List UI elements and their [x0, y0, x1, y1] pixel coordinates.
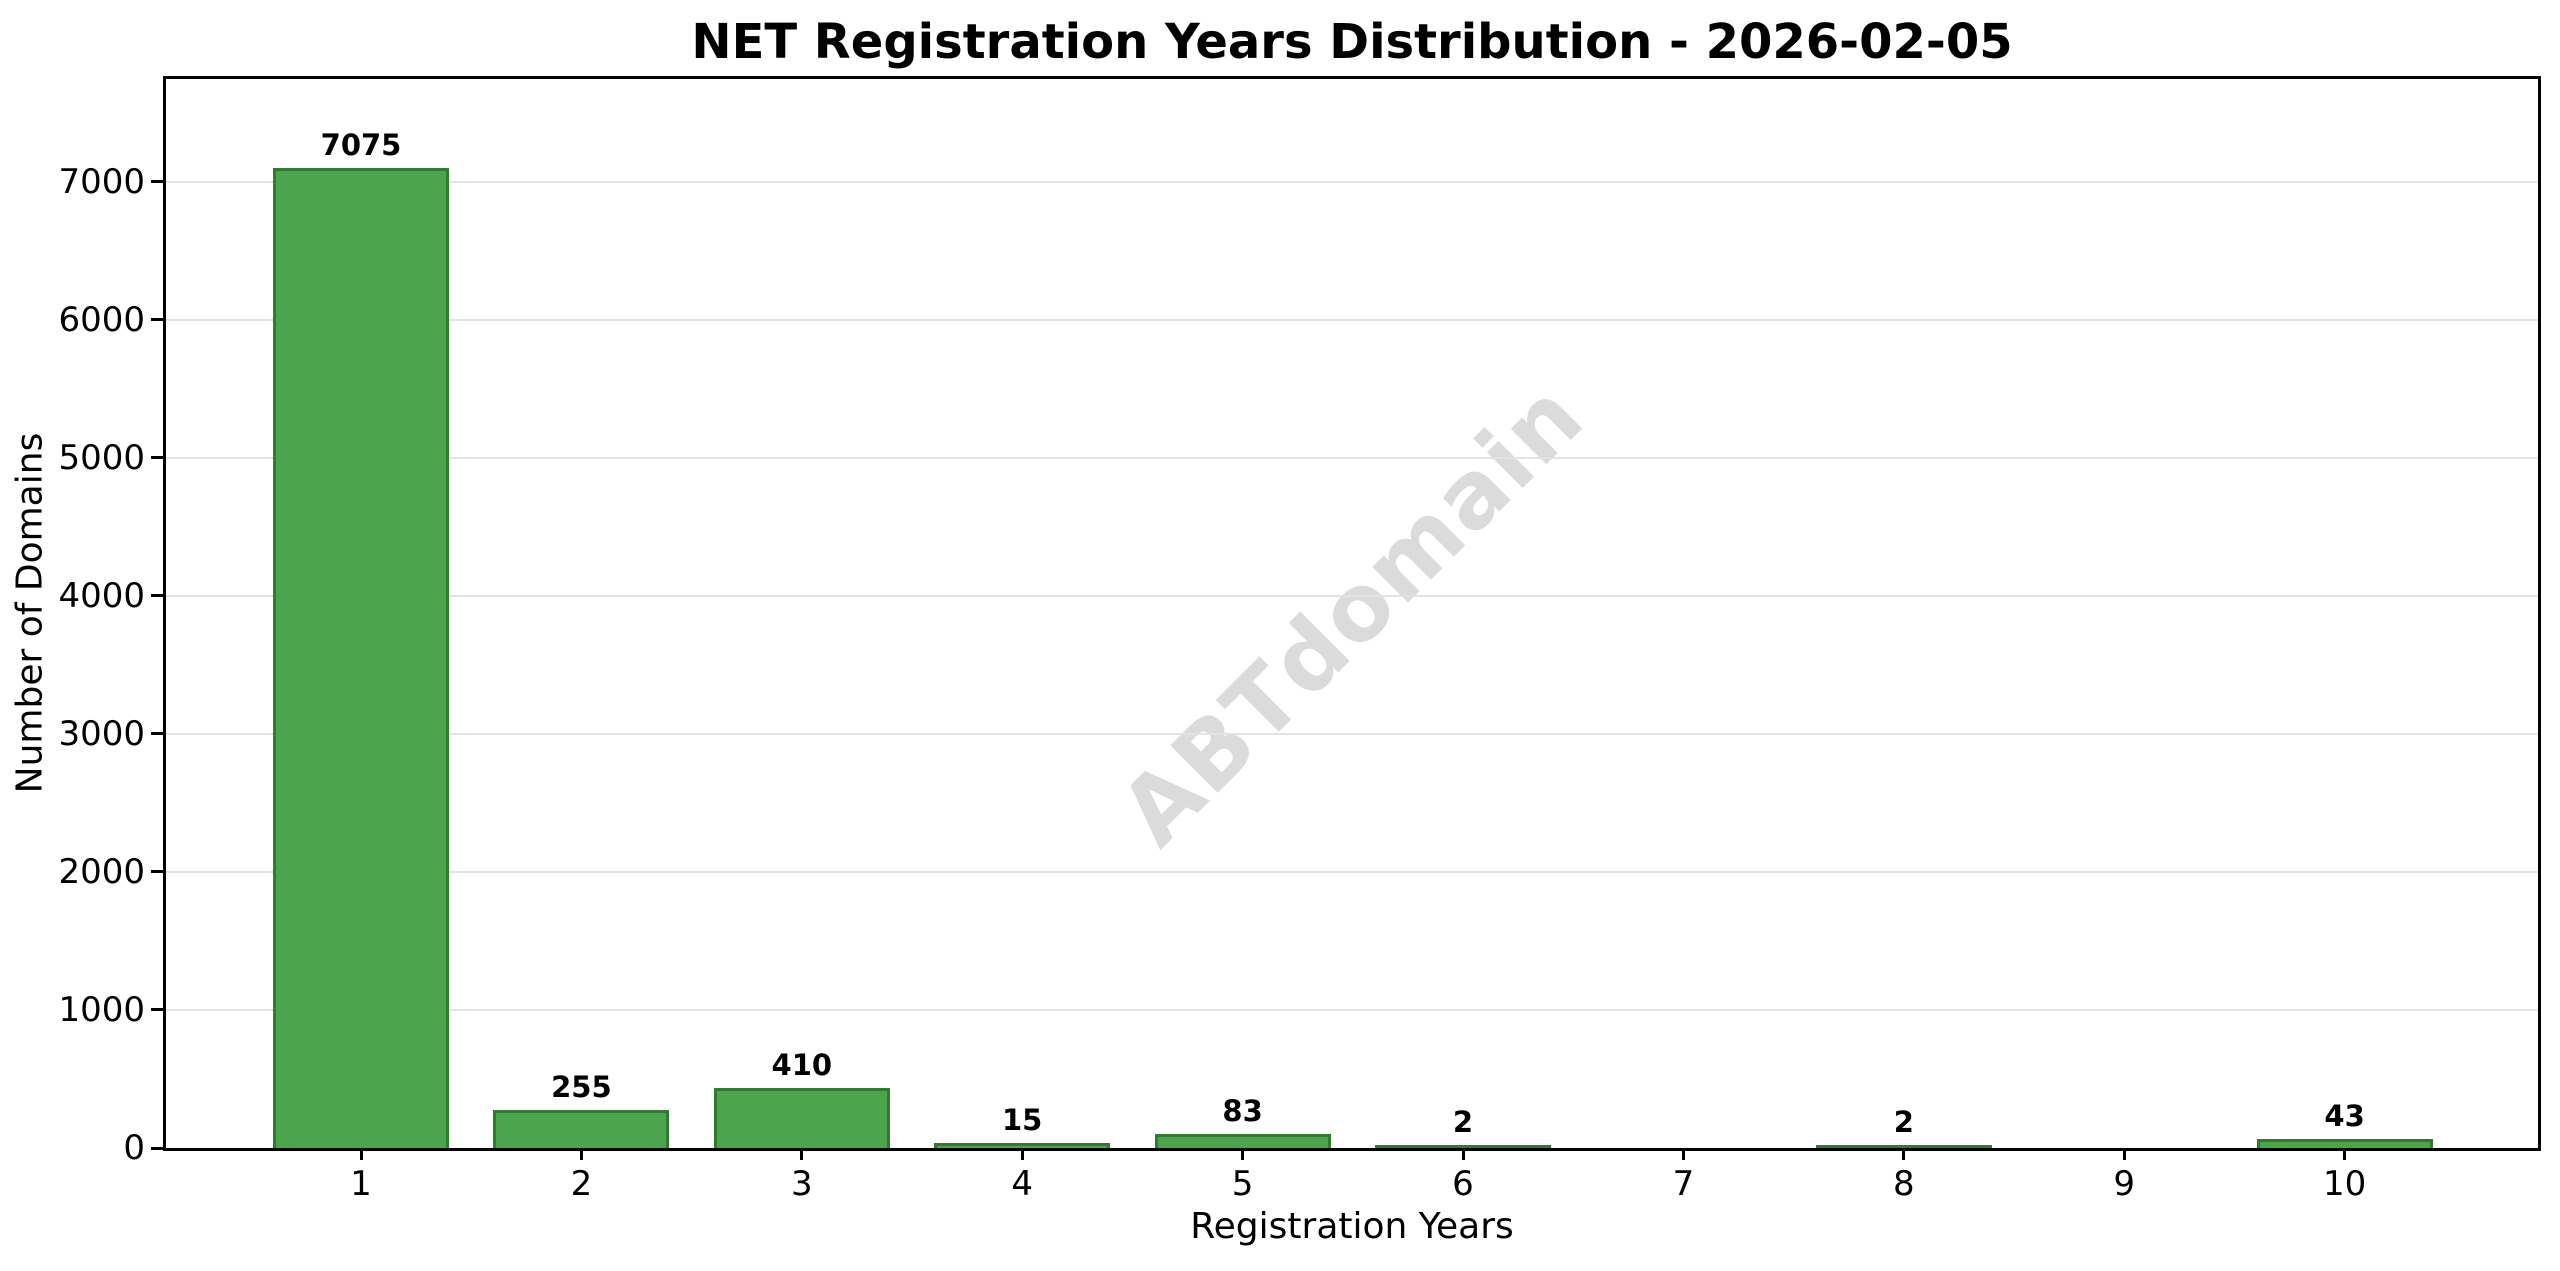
x-tick-mark: [2122, 1148, 2126, 1160]
watermark-text: ABTdomain: [1099, 361, 1605, 867]
x-tick-mark: [359, 1148, 363, 1160]
bar-value-label: 83: [1222, 1093, 1263, 1128]
x-tick-label: 5: [1231, 1164, 1254, 1204]
x-tick-label: 3: [790, 1164, 813, 1204]
bar-value-label: 2: [1452, 1104, 1474, 1139]
x-tick-label: 7: [1672, 1164, 1695, 1204]
y-tick-label: 5000: [58, 437, 145, 478]
y-tick-label: 0: [123, 1128, 145, 1168]
y-tick-label: 3000: [58, 713, 145, 754]
x-tick-mark: [1020, 1148, 1024, 1160]
x-tick-mark: [1902, 1148, 1906, 1160]
bar-year-3: [713, 1088, 890, 1148]
x-tick-label: 1: [350, 1164, 372, 1204]
x-tick-label: 10: [2322, 1164, 2367, 1204]
bar-value-label: 15: [1002, 1102, 1043, 1137]
plot-area: ABTdomain 7075 255 410 15 83 2 2 43: [163, 76, 2541, 1151]
y-tick-mark: [151, 732, 163, 736]
bar-value-label: 255: [551, 1069, 612, 1104]
chart-title: NET Registration Years Distribution - 20…: [691, 14, 2013, 70]
y-tick-mark: [151, 180, 163, 184]
bar-year-1: [273, 168, 449, 1148]
gridline-y-3000: [166, 732, 2538, 735]
x-tick-label: 8: [1892, 1164, 1915, 1204]
y-tick-label: 2000: [58, 851, 145, 892]
bar-year-4: [934, 1142, 1111, 1148]
x-tick-mark: [1681, 1148, 1685, 1160]
bar-year-6: [1375, 1144, 1551, 1148]
bar-year-2: [493, 1109, 670, 1148]
gridline-y-5000: [166, 456, 2538, 459]
y-tick-label: 7000: [58, 161, 145, 202]
x-tick-label: 2: [570, 1164, 593, 1204]
y-tick-mark: [151, 318, 163, 322]
bar-value-label: 43: [2324, 1099, 2365, 1134]
x-tick-mark: [1241, 1148, 1245, 1160]
bar-year-10: [2256, 1139, 2433, 1148]
bar-value-label: 2: [1893, 1104, 1914, 1139]
x-tick-label: 4: [1011, 1164, 1033, 1204]
y-tick-label: 1000: [58, 989, 145, 1030]
x-tick-mark: [2343, 1148, 2347, 1160]
bar-year-5: [1154, 1133, 1331, 1148]
x-axis-label: Registration Years: [1190, 1206, 1514, 1247]
gridline-y-6000: [166, 318, 2538, 321]
y-tick-mark: [151, 870, 163, 874]
y-tick-label: 6000: [58, 299, 145, 340]
bar-value-label: 7075: [320, 128, 402, 163]
x-tick-mark: [1461, 1148, 1465, 1160]
x-tick-label: 9: [2113, 1164, 2135, 1204]
y-tick-mark: [151, 1008, 163, 1012]
x-tick-label: 6: [1452, 1164, 1474, 1204]
bar-value-label: 410: [771, 1048, 833, 1083]
y-tick-mark: [151, 594, 163, 598]
gridline-y-1000: [166, 1008, 2538, 1011]
y-tick-mark: [151, 456, 163, 460]
gridline-y-7000: [166, 180, 2538, 183]
y-tick-label: 4000: [58, 575, 145, 616]
gridline-y-4000: [166, 594, 2538, 597]
bar-year-8: [1815, 1144, 1992, 1148]
y-tick-mark: [151, 1146, 163, 1150]
x-tick-mark: [800, 1148, 804, 1160]
x-tick-mark: [579, 1148, 583, 1160]
gridline-y-2000: [166, 870, 2538, 873]
